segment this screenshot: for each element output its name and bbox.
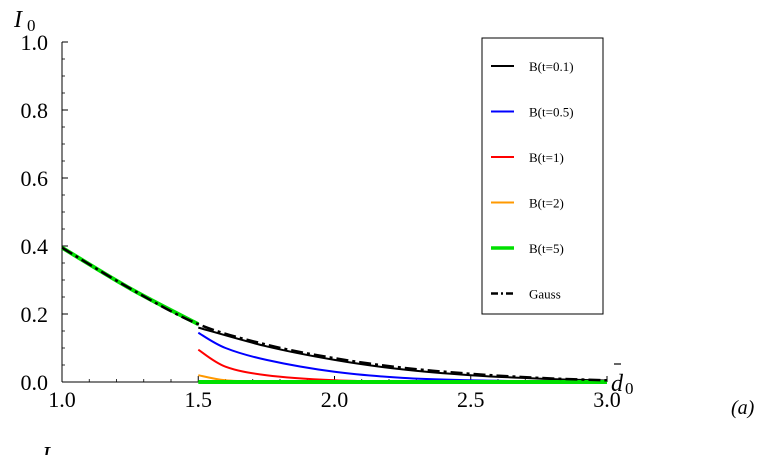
bottom-cropped-label: I xyxy=(41,443,51,455)
x-axis-label: d xyxy=(611,371,624,397)
panel-label: (a) xyxy=(731,397,755,419)
x-tick-label: 2.0 xyxy=(321,387,349,412)
legend-label: B(t=0.5) xyxy=(529,105,574,120)
legend-label: Gauss xyxy=(529,287,561,302)
y-tick-label: 0.8 xyxy=(21,98,49,123)
legend-label: B(t=0.1) xyxy=(529,59,574,74)
legend: B(t=0.1) B(t=0.5) B(t=1) B(t=2) B(t=5) Gauss xyxy=(481,37,604,315)
axes: 1.0 1.5 2.0 2.5 3.0 0.0 0.2 0.4 0.6 0.8 1.0 xyxy=(21,30,621,412)
x-tick-label: 3.0 xyxy=(593,387,621,412)
legend-box xyxy=(481,37,604,315)
legend-label: B(t=1) xyxy=(529,150,564,165)
y-tick-label: 0.2 xyxy=(21,302,49,327)
x-tick-label: 2.5 xyxy=(457,387,485,412)
series-layer xyxy=(60,245,608,385)
x-tick-label: 1.0 xyxy=(48,387,76,412)
x-axis-label-sub: 0 xyxy=(625,379,634,398)
series-line-gauss xyxy=(61,246,608,382)
y-tick-label: 0.0 xyxy=(21,370,49,395)
y-tick-label: 0.4 xyxy=(21,234,49,259)
y-tick-label: 1.0 xyxy=(21,30,49,55)
y-axis-label-sub: 0 xyxy=(27,16,36,35)
x-tick-label: 1.5 xyxy=(185,387,213,412)
y-tick-label: 0.6 xyxy=(21,166,49,191)
y-axis-label: I xyxy=(13,7,23,33)
legend-label: B(t=5) xyxy=(529,241,564,256)
legend-label: B(t=2) xyxy=(529,196,564,211)
